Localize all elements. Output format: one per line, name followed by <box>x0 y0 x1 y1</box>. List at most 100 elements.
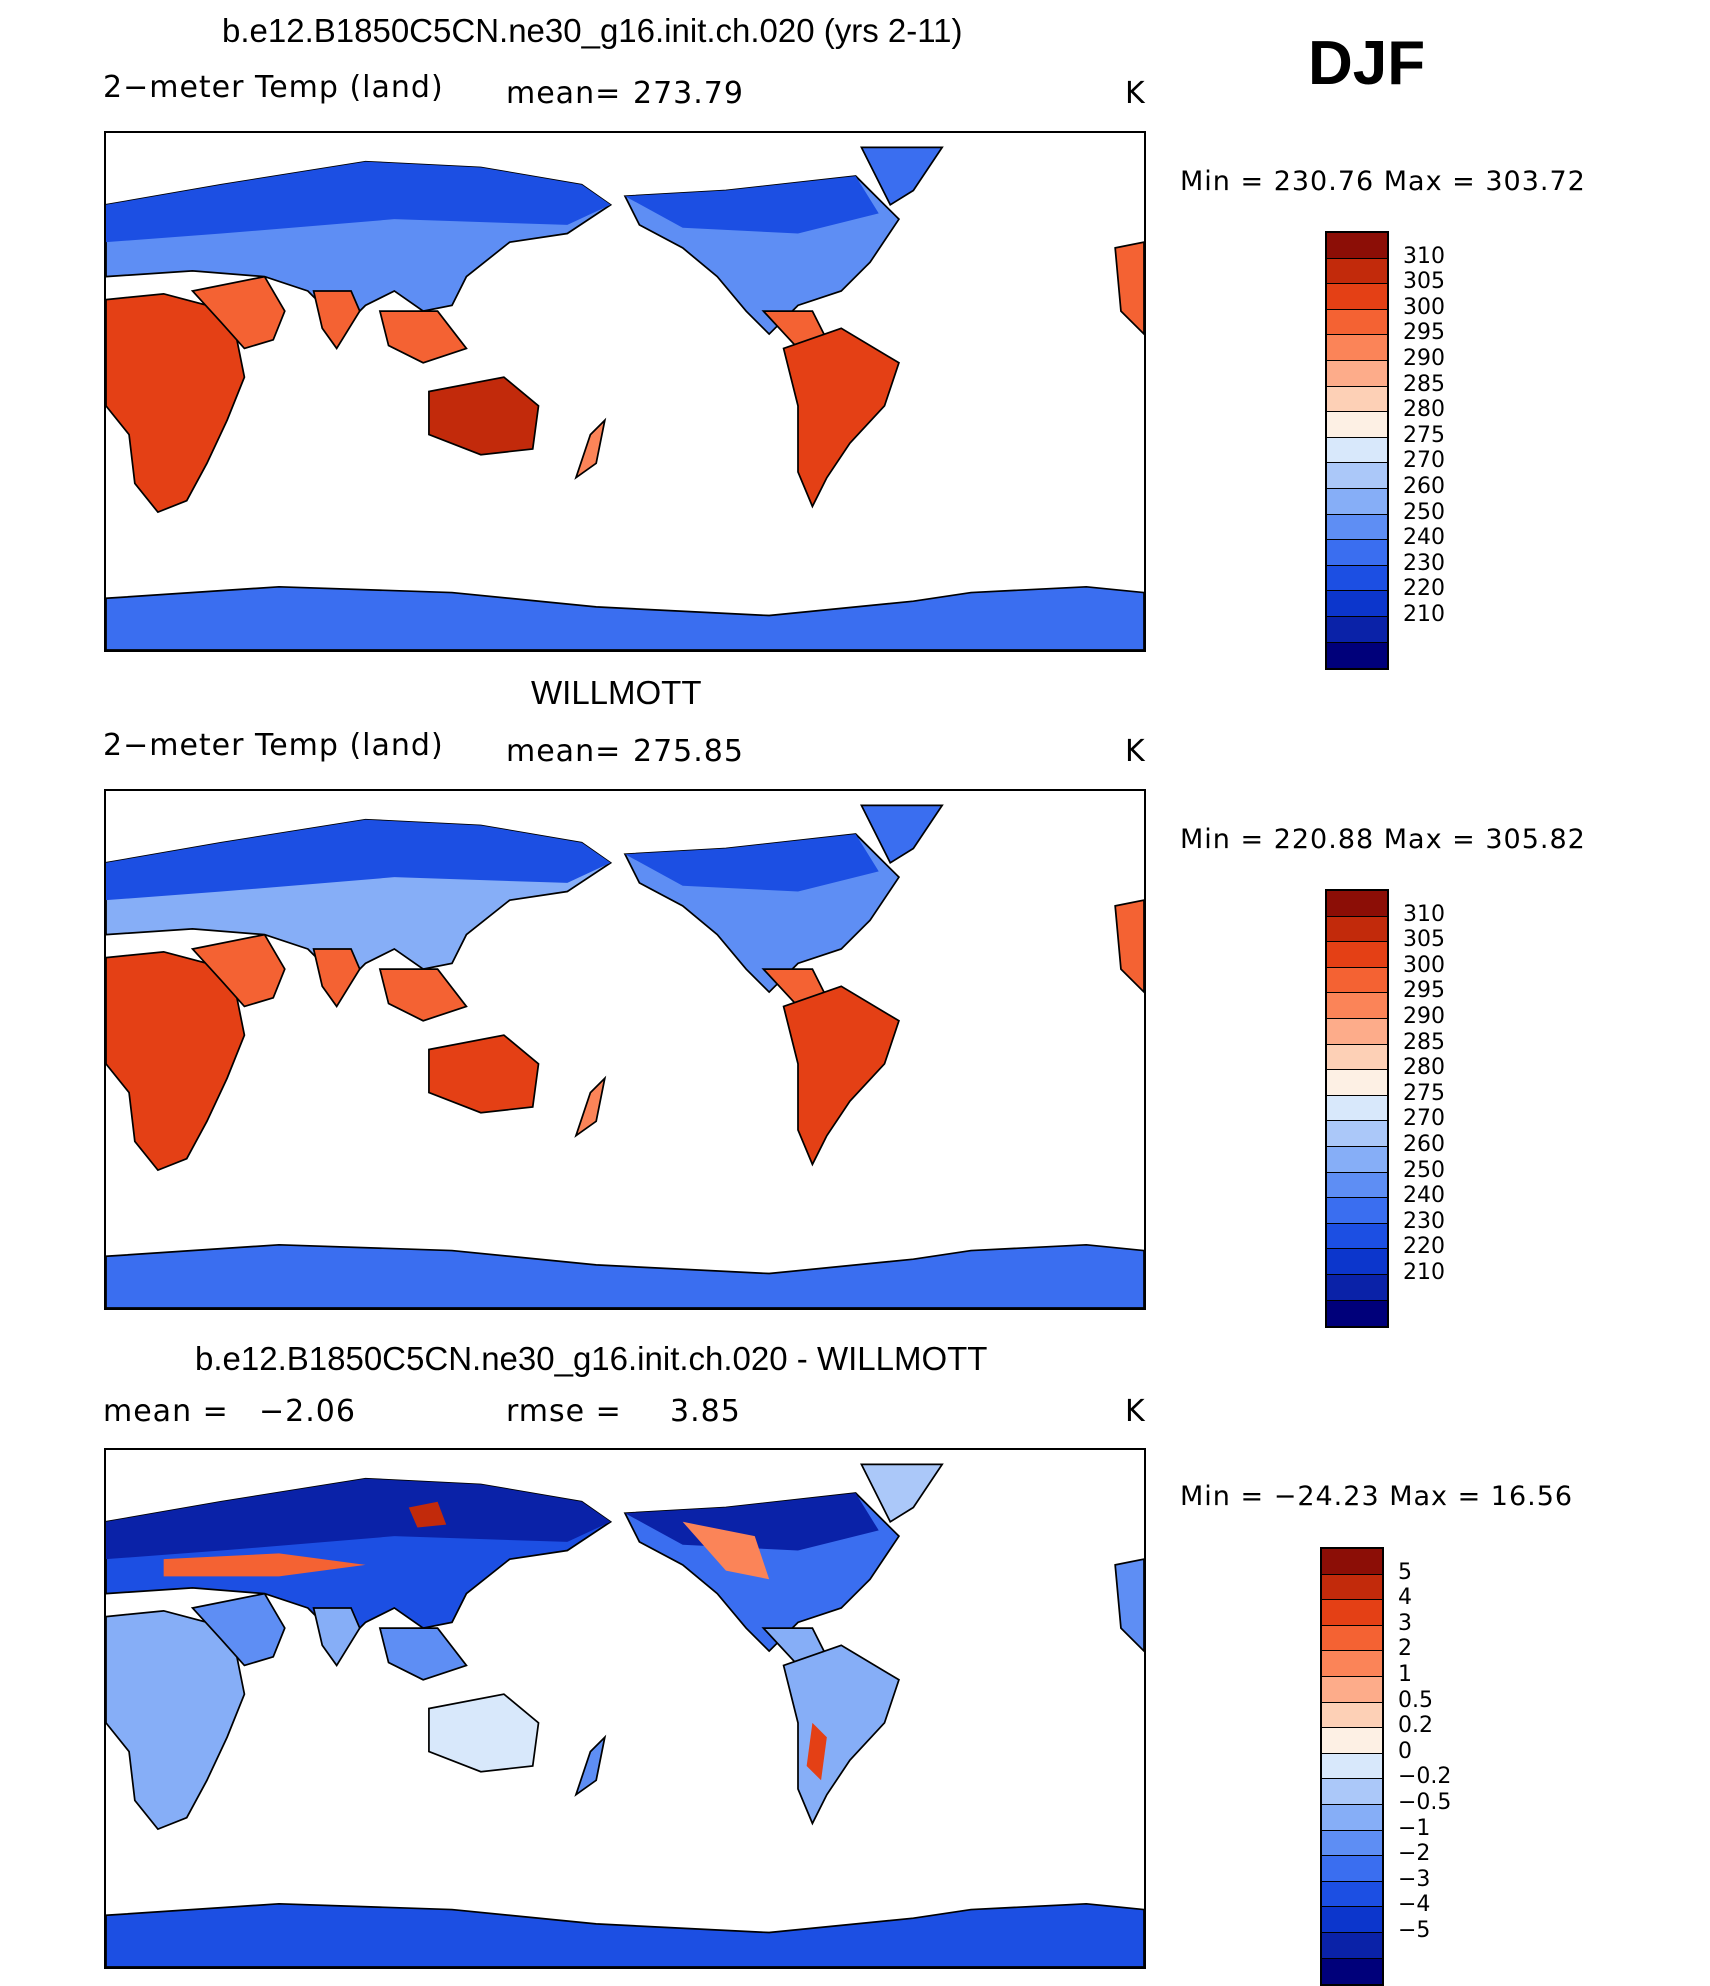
panel1-colorbar <box>1325 231 1389 671</box>
panel2-title: WILLMOTT <box>531 674 702 711</box>
colorbar-swatch <box>1322 1907 1382 1933</box>
colorbar-tick-label: 290 <box>1403 346 1445 371</box>
colorbar-swatch <box>1327 1070 1387 1096</box>
colorbar-swatch <box>1327 916 1387 943</box>
colorbar-swatch <box>1327 1146 1387 1173</box>
panel1-title: b.e12.B1850C5CN.ne30_g16.init.ch.020 (yr… <box>222 12 963 49</box>
continent-outline <box>860 804 944 865</box>
colorbar-tick-label: 230 <box>1403 550 1445 576</box>
panel1-map <box>104 131 1146 652</box>
colorbar-swatch <box>1322 1856 1382 1882</box>
colorbar-tick-label: 1 <box>1398 1662 1412 1687</box>
colorbar-swatch <box>1322 1881 1382 1908</box>
colorbar-swatch <box>1327 540 1387 566</box>
colorbar-tick-label: −2 <box>1398 1841 1431 1867</box>
world-map-icon <box>106 146 1144 650</box>
continent-outline <box>106 1609 246 1831</box>
colorbar-tick-label: 305 <box>1403 927 1445 953</box>
continent-outline <box>106 292 246 514</box>
cold-region-band <box>106 819 611 901</box>
panel3-rmse-label: rmse = <box>506 1394 622 1429</box>
colorbar-swatch <box>1327 967 1387 994</box>
continent-outline <box>378 1627 468 1681</box>
colorbar-tick-label: 280 <box>1403 1055 1445 1081</box>
colorbar-swatch <box>1327 1300 1387 1327</box>
panel2-units: K <box>1125 734 1146 769</box>
colorbar-tick-label: 270 <box>1403 448 1445 474</box>
colorbar-swatch <box>1327 642 1387 669</box>
colorbar-swatch <box>1327 1018 1387 1045</box>
panel3-map <box>104 1448 1146 1969</box>
continent-outline <box>782 327 900 509</box>
continent-outline <box>106 585 1144 650</box>
colorbar-tick-label: −4 <box>1398 1892 1431 1918</box>
colorbar-swatch <box>1322 1702 1382 1729</box>
continent-outline <box>1114 899 1144 994</box>
colorbar-swatch <box>1327 463 1387 489</box>
colorbar-swatch <box>1327 488 1387 515</box>
colorbar-swatch <box>1327 437 1387 464</box>
colorbar-tick-label: 0 <box>1398 1738 1412 1764</box>
colorbar-swatch <box>1322 1958 1382 1985</box>
colorbar-swatch <box>1322 1625 1382 1652</box>
colorbar-tick-label: 290 <box>1403 1004 1445 1029</box>
panel3-colorbar <box>1320 1547 1384 1986</box>
continent-outline <box>860 146 944 207</box>
bias-patch <box>682 1521 770 1580</box>
colorbar-tick-label: 230 <box>1403 1208 1445 1234</box>
colorbar-swatch <box>1327 993 1387 1019</box>
panel2-mean-label: mean= <box>506 734 622 769</box>
panel2-variable-label: 2−meter Temp (land) <box>103 728 444 763</box>
bias-patch <box>408 1501 447 1528</box>
colorbar-tick-label: 275 <box>1403 422 1445 448</box>
continent-outline <box>1114 1558 1144 1653</box>
world-map-icon <box>106 804 1144 1308</box>
colorbar-swatch <box>1322 1932 1382 1959</box>
cold-region-band <box>625 176 879 234</box>
colorbar-tick-label: 0.5 <box>1398 1687 1433 1713</box>
colorbar-tick-label: 310 <box>1403 243 1445 269</box>
colorbar-tick-label: 300 <box>1403 294 1445 320</box>
panel2-map <box>104 789 1146 1310</box>
colorbar-swatch <box>1322 1676 1382 1703</box>
colorbar-swatch <box>1327 514 1387 541</box>
colorbar-swatch <box>1327 1121 1387 1147</box>
continent-outline <box>312 948 361 1008</box>
colorbar-tick-label: 0.2 <box>1398 1713 1433 1739</box>
continent-outline <box>106 950 246 1172</box>
colorbar-swatch <box>1327 1223 1387 1250</box>
colorbar-swatch <box>1322 1574 1382 1601</box>
panel1-mean-label: mean= <box>506 76 622 111</box>
panel3-title: b.e12.B1850C5CN.ne30_g16.init.ch.020 - W… <box>195 1340 988 1377</box>
colorbar-swatch <box>1322 1549 1382 1575</box>
colorbar-swatch <box>1327 258 1387 285</box>
panel1-variable-label: 2−meter Temp (land) <box>103 70 444 105</box>
colorbar-swatch <box>1322 1651 1382 1677</box>
colorbar-swatch <box>1322 1804 1382 1831</box>
colorbar-swatch <box>1322 1600 1382 1626</box>
colorbar-swatch <box>1327 942 1387 968</box>
colorbar-tick-label: 2 <box>1398 1636 1412 1662</box>
colorbar-swatch <box>1327 335 1387 361</box>
continent-outline <box>574 1734 607 1797</box>
colorbar-swatch <box>1327 891 1387 917</box>
world-map-icon <box>106 1463 1144 1967</box>
panel2-mean-value: 275.85 <box>633 734 744 769</box>
cold-region-band <box>106 161 611 243</box>
panel2-colorbar <box>1325 889 1389 1329</box>
colorbar-tick-label: −3 <box>1398 1866 1431 1892</box>
colorbar-swatch <box>1327 233 1387 259</box>
continent-outline <box>574 417 607 480</box>
colorbar-tick-label: 240 <box>1403 525 1445 551</box>
colorbar-tick-label: 250 <box>1403 1157 1445 1183</box>
continent-outline <box>428 376 540 456</box>
colorbar-swatch <box>1322 1830 1382 1857</box>
panel3-mean-value: −2.06 <box>259 1394 356 1429</box>
colorbar-tick-label: 295 <box>1403 978 1445 1004</box>
colorbar-tick-label: 250 <box>1403 499 1445 525</box>
colorbar-tick-label: 210 <box>1403 1260 1445 1285</box>
panel3-mean-label: mean = <box>103 1394 229 1429</box>
colorbar-tick-label: −0.2 <box>1398 1764 1452 1790</box>
panel1-mean-value: 273.79 <box>633 76 744 111</box>
continent-outline <box>860 1463 944 1524</box>
